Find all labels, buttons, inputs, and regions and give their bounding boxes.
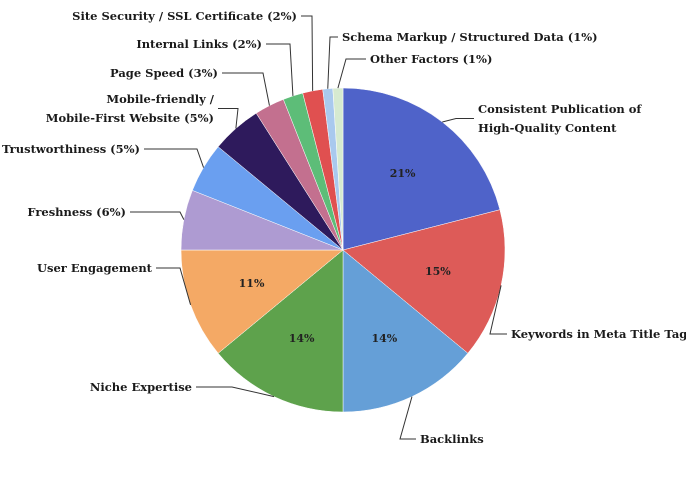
pie-slice-consistent-publication-of-high-quality-content — [342, 87, 501, 251]
slice-label-line: Other Factors (1%) — [370, 52, 492, 66]
slice-percent-label: 15% — [425, 265, 451, 278]
leader-line — [327, 36, 338, 89]
leader-line — [266, 43, 294, 96]
leader-line — [222, 72, 270, 106]
slice-label-user-engagement: User Engagement — [37, 261, 153, 275]
slice-label-internal-links-2: Internal Links (2%) — [136, 37, 262, 51]
leader-line — [399, 396, 416, 440]
leader-line — [218, 108, 239, 129]
slice-label-freshness-6: Freshness (6%) — [27, 205, 126, 219]
slice-label-consistent-publication-of-high-quality-content: Consistent Publication of High-Quality Co… — [478, 102, 642, 135]
leader-line — [442, 118, 474, 123]
slice-percent-label: 14% — [289, 332, 315, 345]
slice-label-page-speed-3: Page Speed (3%) — [110, 66, 218, 80]
slice-label-line: Backlinks — [420, 432, 484, 446]
slice-label-line: Page Speed (3%) — [110, 66, 218, 80]
leader-line — [130, 211, 185, 220]
leader-line — [144, 148, 205, 168]
slice-label-site-security-ssl-certificate-2: Site Security / SSL Certificate (2%) — [72, 9, 297, 23]
slice-label-line: Keywords in Meta Title Tags — [511, 327, 686, 341]
slice-label-line: High-Quality Content — [478, 121, 617, 135]
pie-slice-niche-expertise — [217, 249, 344, 413]
slice-percent-label: 11% — [239, 277, 265, 290]
slice-percent-label: 14% — [372, 332, 398, 345]
pie-slice-other-factors-1 — [332, 87, 344, 251]
slice-label-line: Consistent Publication of — [478, 102, 642, 116]
leader-line — [196, 386, 275, 398]
slice-label-line: Freshness (6%) — [27, 205, 126, 219]
slice-percent-label: 21% — [390, 167, 416, 180]
leader-line — [337, 58, 366, 89]
slice-label-line: Niche Expertise — [90, 380, 192, 394]
slice-label-line: User Engagement — [37, 261, 153, 275]
slice-label-line: Trustworthiness (5%) — [2, 142, 140, 156]
slice-label-trustworthiness-5: Trustworthiness (5%) — [2, 142, 140, 156]
slice-label-backlinks: Backlinks — [420, 432, 484, 446]
slice-label-other-factors-1: Other Factors (1%) — [370, 52, 492, 66]
slice-label-mobile-friendly-mobile-first-website-5: Mobile-friendly / Mobile-First Website (5… — [46, 92, 215, 125]
leader-line — [156, 267, 192, 306]
slice-label-line: Mobile-friendly / — [106, 92, 214, 106]
leader-line — [489, 285, 507, 335]
leader-line — [301, 15, 314, 91]
slice-label-line: Schema Markup / Structured Data (1%) — [342, 30, 598, 44]
slice-label-line: Mobile-First Website (5%) — [46, 111, 214, 125]
slice-label-line: Internal Links (2%) — [136, 37, 262, 51]
slice-label-line: Site Security / SSL Certificate (2%) — [72, 9, 297, 23]
slice-label-niche-expertise: Niche Expertise — [90, 380, 192, 394]
slice-label-schema-markup-structured-data-1: Schema Markup / Structured Data (1%) — [342, 30, 598, 44]
slice-label-keywords-in-meta-title-tags: Keywords in Meta Title Tags — [511, 327, 686, 341]
